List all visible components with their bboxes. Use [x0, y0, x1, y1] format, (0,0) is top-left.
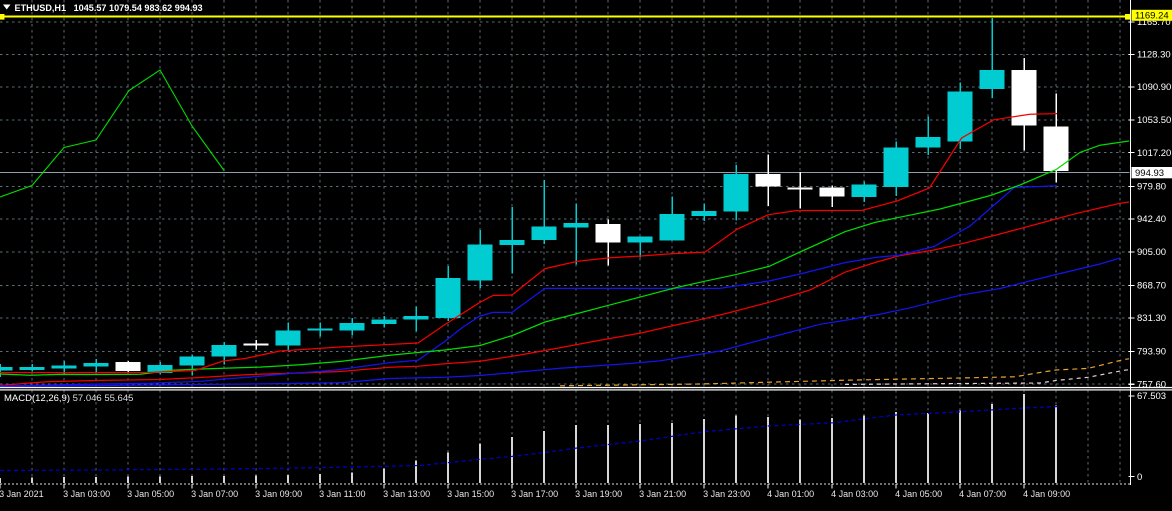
svg-text:3 Jan 03:00: 3 Jan 03:00 — [63, 489, 110, 499]
svg-text:905.00: 905.00 — [1137, 247, 1166, 258]
svg-text:0: 0 — [1137, 472, 1142, 483]
svg-text:3 Jan 19:00: 3 Jan 19:00 — [575, 489, 622, 499]
svg-text:4 Jan 09:00: 4 Jan 09:00 — [1023, 489, 1070, 499]
svg-text:979.80: 979.80 — [1137, 182, 1166, 193]
svg-text:3 Jan 15:00: 3 Jan 15:00 — [447, 489, 494, 499]
svg-text:4 Jan 03:00: 4 Jan 03:00 — [831, 489, 878, 499]
svg-text:3 Jan 23:00: 3 Jan 23:00 — [703, 489, 750, 499]
svg-text:757.60: 757.60 — [1137, 379, 1166, 390]
svg-text:1090.90: 1090.90 — [1137, 82, 1171, 93]
svg-text:4 Jan 01:00: 4 Jan 01:00 — [767, 489, 814, 499]
svg-text:4 Jan 05:00: 4 Jan 05:00 — [895, 489, 942, 499]
svg-text:1017.20: 1017.20 — [1137, 148, 1171, 159]
svg-text:3 Jan 21:00: 3 Jan 21:00 — [639, 489, 686, 499]
svg-text:67.503: 67.503 — [1137, 391, 1166, 402]
svg-text:1169.24: 1169.24 — [1135, 11, 1169, 22]
svg-text:3 Jan 11:00: 3 Jan 11:00 — [319, 489, 365, 499]
svg-text:3 Jan 07:00: 3 Jan 07:00 — [191, 489, 238, 499]
svg-text:ETHUSD,H1 1045.57 1079.54 98: ETHUSD,H1 1045.57 1079.54 983.62 994.93 — [15, 3, 203, 13]
svg-text:3 Jan 2021: 3 Jan 2021 — [0, 489, 44, 499]
svg-text:942.40: 942.40 — [1137, 214, 1166, 225]
svg-text:3 Jan 09:00: 3 Jan 09:00 — [255, 489, 302, 499]
svg-text:3 Jan 13:00: 3 Jan 13:00 — [383, 489, 430, 499]
svg-text:868.70: 868.70 — [1137, 281, 1166, 292]
svg-text:831.30: 831.30 — [1137, 313, 1166, 324]
svg-text:793.90: 793.90 — [1137, 347, 1166, 358]
svg-text:MACD(12,26,9) 57.046 55.645: MACD(12,26,9) 57.046 55.645 — [4, 393, 133, 404]
svg-text:3 Jan 17:00: 3 Jan 17:00 — [511, 489, 558, 499]
svg-text:1128.30: 1128.30 — [1137, 50, 1171, 61]
svg-text:3 Jan 05:00: 3 Jan 05:00 — [127, 489, 174, 499]
svg-text:994.93: 994.93 — [1135, 168, 1164, 179]
svg-text:4 Jan 07:00: 4 Jan 07:00 — [959, 489, 1006, 499]
svg-text:1053.50: 1053.50 — [1137, 115, 1171, 126]
